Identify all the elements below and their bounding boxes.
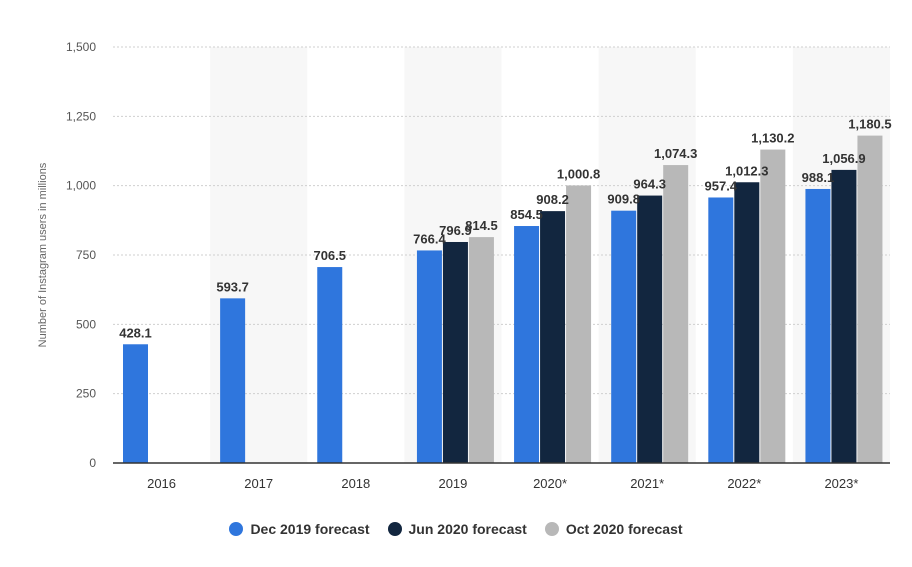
data-label: 796.9 bbox=[439, 223, 472, 238]
x-tick-label: 2016 bbox=[147, 476, 176, 491]
bar[interactable] bbox=[663, 165, 689, 464]
bar[interactable] bbox=[416, 250, 442, 463]
x-tick-label: 2021* bbox=[630, 476, 664, 491]
bar[interactable] bbox=[566, 185, 592, 463]
y-tick-label: 1,250 bbox=[66, 109, 96, 123]
data-label: 909.8 bbox=[607, 192, 640, 207]
data-label: 814.5 bbox=[465, 218, 498, 233]
x-tick-label: 2023* bbox=[824, 476, 858, 491]
data-label: 1,074.3 bbox=[654, 146, 697, 161]
legend-label: Dec 2019 forecast bbox=[250, 521, 370, 537]
y-tick-label: 1,500 bbox=[66, 40, 96, 54]
y-axis-ticks: 0 250 500 750 1,000 1,250 1,500 bbox=[66, 40, 96, 470]
x-tick-label: 2019 bbox=[438, 476, 467, 491]
x-tick-label: 2020* bbox=[533, 476, 567, 491]
y-tick-label: 500 bbox=[76, 317, 96, 331]
data-label: 964.3 bbox=[633, 177, 666, 192]
bars bbox=[123, 135, 883, 464]
legend-item[interactable]: Oct 2020 forecast bbox=[544, 521, 683, 537]
bar[interactable] bbox=[468, 237, 494, 463]
data-label: 854.5 bbox=[510, 207, 543, 222]
x-axis-ticks: 2016 2017 2018 2019 2020* 2021* 2022* 2023* bbox=[147, 476, 858, 491]
y-tick-label: 0 bbox=[89, 456, 96, 470]
legend: Dec 2019 forecast Jun 2020 forecast Oct 20… bbox=[0, 521, 912, 537]
data-label: 428.1 bbox=[119, 325, 152, 340]
bar[interactable] bbox=[514, 226, 540, 463]
y-axis-label: Number of Instagram users in millions bbox=[37, 162, 49, 347]
data-label: 957.4 bbox=[705, 178, 738, 193]
data-label: 593.7 bbox=[216, 279, 249, 294]
y-tick-label: 250 bbox=[76, 387, 96, 401]
data-label: 706.5 bbox=[313, 248, 346, 263]
data-label: 1,130.2 bbox=[751, 131, 794, 146]
legend-marker bbox=[544, 522, 559, 536]
data-label: 1,000.8 bbox=[557, 166, 600, 181]
bar[interactable] bbox=[708, 197, 734, 463]
bar[interactable] bbox=[760, 149, 786, 463]
y-tick-label: 1,000 bbox=[66, 179, 96, 193]
bar[interactable] bbox=[805, 188, 831, 464]
bar[interactable] bbox=[734, 182, 760, 463]
x-tick-label: 2018 bbox=[341, 476, 370, 491]
bar[interactable] bbox=[442, 241, 468, 463]
bar[interactable] bbox=[831, 169, 857, 463]
data-label: 1,180.5 bbox=[848, 117, 891, 132]
legend-marker bbox=[229, 522, 244, 536]
bar[interactable] bbox=[540, 211, 566, 463]
data-label: 1,056.9 bbox=[822, 151, 865, 166]
legend-label: Oct 2020 forecast bbox=[565, 521, 683, 537]
bar[interactable] bbox=[611, 210, 637, 463]
bar[interactable] bbox=[857, 135, 883, 463]
data-label: 908.2 bbox=[536, 192, 569, 207]
legend-marker bbox=[387, 522, 402, 536]
legend-item[interactable]: Dec 2019 forecast bbox=[229, 521, 370, 537]
bar[interactable] bbox=[317, 267, 343, 463]
y-tick-label: 750 bbox=[76, 248, 96, 262]
legend-label: Jun 2020 forecast bbox=[408, 521, 527, 537]
data-label: 766.4 bbox=[413, 231, 446, 246]
legend-item[interactable]: Jun 2020 forecast bbox=[387, 521, 527, 537]
x-tick-label: 2017 bbox=[244, 476, 273, 491]
bar[interactable] bbox=[637, 195, 663, 464]
x-tick-label: 2022* bbox=[727, 476, 761, 491]
data-label: 988.1 bbox=[802, 170, 835, 185]
bar[interactable] bbox=[220, 298, 246, 463]
data-label: 1,012.3 bbox=[725, 163, 768, 178]
bar[interactable] bbox=[123, 344, 148, 463]
